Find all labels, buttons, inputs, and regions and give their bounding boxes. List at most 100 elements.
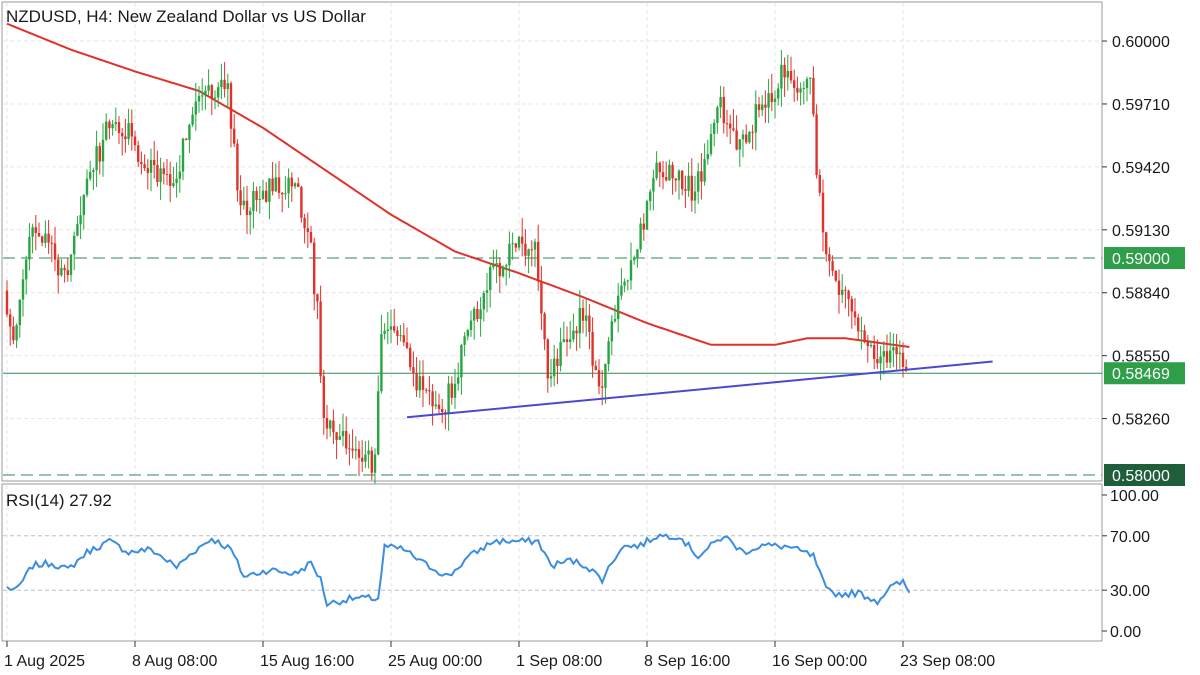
candle[interactable]: [127, 108, 130, 145]
candle[interactable]: [495, 249, 498, 284]
candle[interactable]: [821, 179, 825, 252]
candle[interactable]: [402, 323, 405, 347]
candle[interactable]: [425, 387, 428, 394]
candle[interactable]: [476, 301, 479, 322]
candle[interactable]: [409, 343, 412, 371]
candle[interactable]: [473, 306, 476, 340]
candle[interactable]: [450, 376, 453, 405]
candle[interactable]: [825, 231, 828, 262]
candle[interactable]: [703, 143, 706, 186]
candle[interactable]: [581, 299, 585, 334]
candle[interactable]: [818, 169, 821, 197]
candle[interactable]: [655, 151, 658, 181]
candle[interactable]: [201, 78, 204, 111]
candle[interactable]: [73, 231, 76, 271]
candle[interactable]: [885, 334, 889, 368]
candle[interactable]: [649, 189, 652, 211]
candle[interactable]: [281, 191, 284, 213]
candle[interactable]: [220, 63, 223, 100]
candle[interactable]: [521, 218, 524, 257]
candle[interactable]: [553, 344, 556, 387]
candle[interactable]: [82, 194, 85, 230]
candle[interactable]: [325, 404, 329, 440]
candle[interactable]: [79, 196, 82, 240]
candle[interactable]: [44, 220, 47, 248]
candle[interactable]: [463, 332, 466, 357]
candle[interactable]: [777, 83, 780, 106]
candle[interactable]: [431, 384, 434, 426]
candle[interactable]: [412, 351, 415, 387]
candle[interactable]: [511, 232, 514, 260]
candle[interactable]: [687, 162, 690, 197]
candle[interactable]: [604, 363, 607, 404]
candle[interactable]: [34, 214, 37, 251]
candle[interactable]: [249, 207, 252, 235]
candle[interactable]: [441, 398, 444, 424]
candle[interactable]: [236, 139, 239, 202]
candle[interactable]: [130, 109, 133, 151]
candle[interactable]: [105, 113, 108, 141]
candle[interactable]: [156, 150, 159, 187]
candle[interactable]: [175, 162, 178, 198]
candle[interactable]: [354, 436, 357, 460]
candle[interactable]: [681, 170, 684, 196]
candle[interactable]: [514, 243, 517, 253]
candle[interactable]: [738, 139, 741, 167]
candle[interactable]: [789, 56, 793, 84]
candle[interactable]: [111, 119, 114, 136]
candle[interactable]: [901, 342, 905, 378]
candle[interactable]: [303, 213, 306, 244]
candle[interactable]: [428, 375, 431, 405]
candle[interactable]: [386, 312, 389, 345]
candle[interactable]: [764, 90, 767, 123]
candle[interactable]: [757, 96, 761, 118]
candle[interactable]: [329, 419, 332, 437]
candle[interactable]: [719, 85, 722, 119]
candle[interactable]: [796, 76, 799, 101]
candle[interactable]: [549, 358, 553, 388]
candle[interactable]: [665, 161, 668, 182]
candle[interactable]: [709, 123, 713, 157]
candle[interactable]: [770, 73, 773, 112]
candle[interactable]: [597, 359, 601, 395]
candle[interactable]: [585, 299, 588, 337]
candle[interactable]: [319, 285, 322, 383]
candle[interactable]: [226, 73, 229, 109]
candle[interactable]: [293, 182, 297, 189]
candle[interactable]: [677, 169, 681, 200]
candle[interactable]: [751, 124, 754, 150]
candle[interactable]: [437, 393, 441, 415]
candle[interactable]: [357, 440, 361, 477]
candle[interactable]: [274, 163, 277, 192]
candle[interactable]: [309, 225, 313, 244]
candle[interactable]: [876, 339, 879, 369]
candle[interactable]: [812, 66, 815, 117]
candle[interactable]: [706, 139, 709, 165]
candle[interactable]: [879, 345, 882, 381]
candle[interactable]: [447, 375, 450, 431]
candle[interactable]: [313, 237, 316, 311]
candle[interactable]: [18, 299, 21, 338]
candle[interactable]: [194, 83, 197, 131]
candle[interactable]: [652, 169, 655, 211]
candle[interactable]: [85, 169, 89, 198]
candle[interactable]: [351, 429, 354, 459]
candle[interactable]: [530, 240, 533, 267]
candle[interactable]: [847, 289, 850, 317]
candle[interactable]: [889, 332, 892, 369]
candle[interactable]: [613, 304, 617, 323]
candle[interactable]: [501, 265, 505, 278]
candle[interactable]: [229, 81, 233, 148]
candle[interactable]: [857, 313, 860, 341]
candle[interactable]: [233, 114, 236, 148]
candle[interactable]: [185, 137, 188, 141]
candle[interactable]: [290, 172, 293, 202]
candle[interactable]: [594, 360, 597, 371]
candle[interactable]: [745, 124, 748, 145]
candle[interactable]: [143, 154, 146, 171]
candle[interactable]: [767, 78, 770, 124]
candle[interactable]: [617, 283, 620, 333]
candle[interactable]: [498, 257, 501, 294]
candle[interactable]: [658, 161, 661, 188]
candle[interactable]: [367, 440, 370, 469]
